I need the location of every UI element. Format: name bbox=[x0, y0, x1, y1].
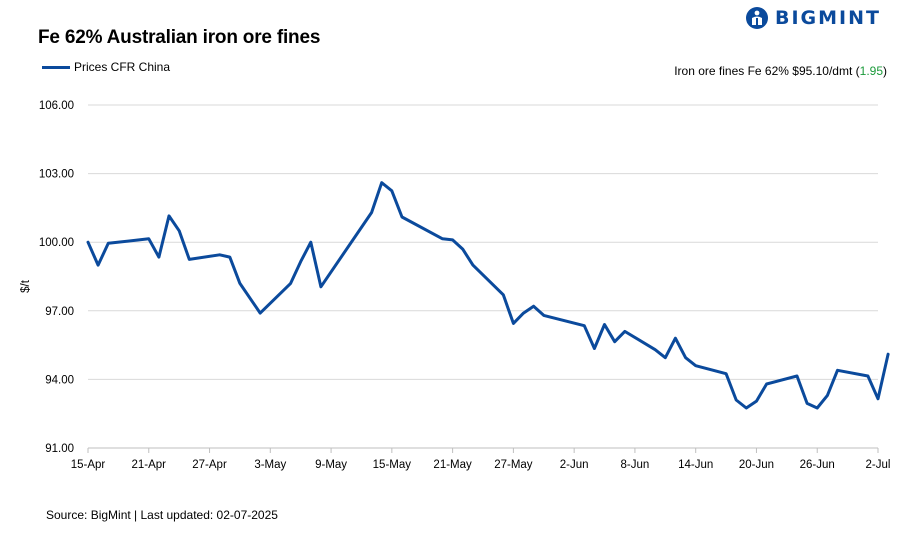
y-tick-label: 97.00 bbox=[45, 306, 74, 318]
x-tick-label: 15-Apr bbox=[71, 459, 106, 471]
chart-axes: 91.00 94.00 97.00 100.00 103.00 106.00 15-Apr 2… bbox=[39, 100, 891, 471]
annotation-change: 1.95 bbox=[859, 64, 883, 78]
annotation-suffix: ) bbox=[883, 64, 887, 78]
y-tick-label: 100.00 bbox=[39, 237, 74, 249]
annotation-prefix: Iron ore fines Fe 62% $95.10/dmt ( bbox=[674, 64, 860, 78]
y-tick-label: 91.00 bbox=[45, 443, 74, 455]
y-tick-label: 106.00 bbox=[39, 100, 74, 112]
x-tick-label: 27-May bbox=[494, 459, 533, 471]
x-tick-label: 2-Jun bbox=[560, 459, 589, 471]
x-tick-label: 21-Apr bbox=[132, 459, 167, 471]
chart-title: Fe 62% Australian iron ore fines bbox=[38, 27, 321, 48]
bigmint-logo-icon bbox=[746, 7, 768, 29]
x-tick-label: 15-May bbox=[373, 459, 412, 471]
x-tick-label: 27-Apr bbox=[192, 459, 227, 471]
source-note: Source: BigMint | Last updated: 02-07-20… bbox=[46, 508, 278, 522]
x-tick-label: 26-Jun bbox=[800, 459, 835, 471]
bigmint-logo: BIGMINT bbox=[745, 6, 881, 30]
x-tick-label: 8-Jun bbox=[621, 459, 650, 471]
x-tick-label: 21-May bbox=[433, 459, 472, 471]
x-tick-label: 2-Jul bbox=[866, 459, 891, 471]
y-axis-label: $/t bbox=[20, 279, 32, 293]
price-annotation: Iron ore fines Fe 62% $95.10/dmt (1.95) bbox=[674, 64, 887, 78]
x-tick-label: 14-Jun bbox=[678, 459, 713, 471]
logo-text: BIGMINT bbox=[775, 7, 881, 29]
x-tick-label: 20-Jun bbox=[739, 459, 774, 471]
y-tick-label: 103.00 bbox=[39, 169, 74, 181]
chart-series bbox=[86, 181, 890, 410]
y-tick-label: 94.00 bbox=[45, 374, 74, 386]
chart-legend: Prices CFR China bbox=[42, 60, 170, 74]
legend-swatch bbox=[42, 65, 70, 69]
x-tick-label: 9-May bbox=[315, 459, 347, 471]
series-line-prices-cfr-china bbox=[86, 181, 890, 410]
x-tick-label: 3-May bbox=[254, 459, 286, 471]
legend-label: Prices CFR China bbox=[74, 60, 171, 74]
chart-grid bbox=[88, 104, 878, 380]
